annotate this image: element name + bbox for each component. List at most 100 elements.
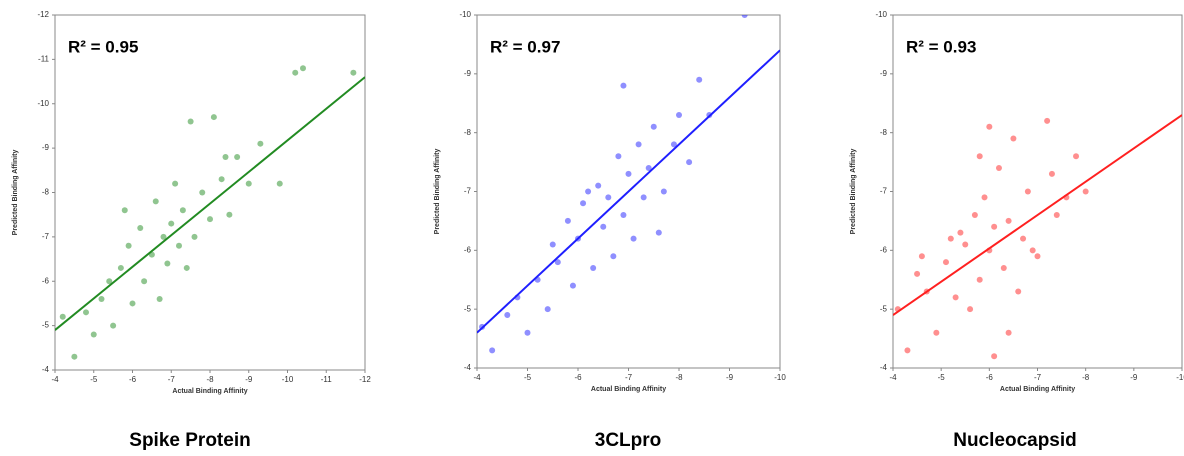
point bbox=[98, 296, 105, 302]
point bbox=[991, 353, 998, 360]
point bbox=[696, 76, 703, 83]
y-tick-label: -7 bbox=[42, 232, 50, 241]
point bbox=[564, 217, 571, 224]
point bbox=[1073, 153, 1080, 160]
point bbox=[199, 189, 206, 196]
point bbox=[172, 180, 179, 187]
point bbox=[350, 69, 357, 76]
x-tick-label: -9 bbox=[726, 373, 734, 382]
point bbox=[942, 259, 949, 266]
point bbox=[1000, 264, 1007, 271]
point bbox=[90, 331, 97, 338]
point bbox=[569, 282, 576, 289]
point bbox=[125, 242, 132, 249]
point bbox=[489, 347, 496, 354]
points bbox=[55, 65, 365, 360]
point bbox=[995, 164, 1002, 171]
point bbox=[257, 140, 264, 147]
point bbox=[152, 198, 159, 205]
point bbox=[962, 241, 969, 248]
y-tick-label: -6 bbox=[42, 276, 50, 285]
y-tick-label: -5 bbox=[464, 304, 472, 313]
point bbox=[1044, 117, 1051, 124]
point bbox=[947, 235, 954, 242]
point bbox=[670, 141, 677, 148]
panel: -4 -5 -6 -7 -8 -9 -10 -4 -5 -6 -7 -8 -9 -10 R² = 0.97 A… bbox=[434, 10, 786, 451]
point bbox=[580, 200, 587, 207]
y-tick-label: -9 bbox=[464, 69, 472, 78]
point bbox=[210, 114, 217, 121]
point bbox=[71, 353, 78, 360]
x-tick-label: -9 bbox=[245, 375, 253, 384]
x-tick-label: -7 bbox=[1034, 373, 1042, 382]
y-tick-label: -6 bbox=[464, 245, 472, 254]
point bbox=[655, 229, 662, 236]
point bbox=[605, 194, 612, 201]
point bbox=[245, 180, 252, 187]
fit-line bbox=[55, 76, 365, 331]
point bbox=[141, 278, 148, 285]
point bbox=[971, 212, 978, 219]
fit-line bbox=[893, 114, 1182, 316]
x-tick-label: -5 bbox=[938, 373, 946, 382]
point bbox=[1053, 212, 1060, 219]
point bbox=[585, 188, 592, 195]
y-tick-label: -11 bbox=[38, 54, 50, 63]
point bbox=[645, 164, 652, 171]
x-tick-label: -6 bbox=[129, 375, 137, 384]
x-tick-label: -10 bbox=[1176, 373, 1184, 382]
plot-frame bbox=[892, 14, 1183, 369]
x-axis-label: Actual Binding Affinity bbox=[591, 386, 666, 393]
point bbox=[1024, 188, 1031, 195]
x-tick-label: -4 bbox=[889, 373, 897, 382]
y-tick-label: -8 bbox=[42, 188, 50, 197]
point bbox=[615, 153, 622, 160]
point bbox=[183, 264, 190, 271]
x-tick-label: -8 bbox=[206, 375, 214, 384]
point bbox=[914, 270, 921, 277]
point bbox=[590, 264, 597, 271]
y-tick-label: -5 bbox=[42, 321, 50, 330]
point bbox=[106, 278, 113, 285]
y-tick-label: -6 bbox=[880, 245, 888, 254]
y-tick-label: -7 bbox=[464, 187, 472, 196]
point bbox=[1082, 188, 1089, 195]
y-tick-label: -10 bbox=[459, 10, 471, 19]
point bbox=[976, 153, 983, 160]
point bbox=[524, 329, 531, 336]
point bbox=[504, 312, 511, 319]
point bbox=[967, 306, 974, 313]
point bbox=[226, 211, 233, 218]
annotation: R² = 0.93 bbox=[906, 37, 976, 56]
y-tick-label: -4 bbox=[880, 363, 888, 372]
point bbox=[117, 264, 124, 271]
point bbox=[110, 322, 117, 329]
panel: -4 -5 -6 -7 -8 -9 -10 -11 -12 -4 -5 -6 -7 -8 -9 -10 -11 -… bbox=[12, 10, 371, 451]
caption: Nucleocapsid bbox=[953, 430, 1077, 451]
point bbox=[156, 296, 163, 302]
point bbox=[676, 112, 682, 119]
x-tick-label: -8 bbox=[1082, 373, 1090, 382]
point bbox=[635, 141, 642, 148]
y-tick-label: -5 bbox=[880, 304, 888, 313]
points bbox=[477, 15, 780, 354]
point bbox=[164, 260, 171, 267]
point bbox=[549, 241, 556, 248]
y-axis-label: Predicted Binding Affinity bbox=[12, 150, 19, 236]
x-tick-label: -5 bbox=[90, 375, 98, 384]
point bbox=[292, 69, 299, 76]
point bbox=[1020, 235, 1027, 242]
point bbox=[59, 313, 66, 320]
point bbox=[187, 118, 194, 125]
point bbox=[554, 259, 561, 266]
points bbox=[893, 114, 1182, 360]
point bbox=[991, 223, 998, 230]
point bbox=[1015, 288, 1022, 295]
point bbox=[129, 300, 136, 307]
point bbox=[191, 233, 198, 240]
plot-frame bbox=[54, 14, 366, 371]
point bbox=[1029, 247, 1036, 254]
point bbox=[222, 154, 229, 160]
y-tick-label: -8 bbox=[464, 128, 472, 137]
x-tick-label: -6 bbox=[574, 373, 582, 382]
